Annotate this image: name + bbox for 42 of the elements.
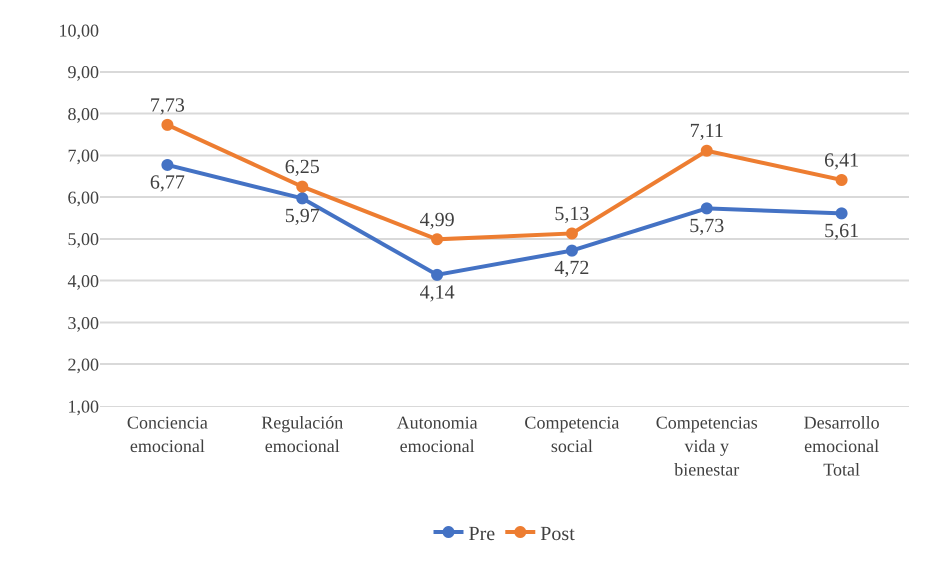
point (161, 118, 174, 131)
data-label: 5,61 (824, 220, 860, 242)
data-label: 6,77 (150, 171, 185, 194)
data-label: 4,99 (420, 208, 455, 231)
y-tick-label: 6,00 (68, 187, 99, 208)
point (161, 158, 174, 171)
legend-label: Post (540, 522, 576, 545)
x-tick-label: Conciencia emocional (126, 412, 208, 456)
data-label: 5,13 (554, 202, 590, 225)
point (836, 207, 848, 220)
point (296, 192, 308, 204)
x-tick-label: Autonomia emocional (396, 412, 478, 456)
y-tick-label: 3,00 (68, 312, 99, 333)
data-label: 5,97 (284, 204, 320, 227)
data-label: 6,41 (824, 149, 860, 172)
y-tick-label: 7,00 (68, 146, 99, 166)
point (700, 202, 713, 214)
y-tick-label: 5,00 (68, 229, 99, 250)
point (296, 180, 308, 193)
x-tick-label: Regulación emocional (261, 412, 344, 456)
x-tick-label: Competencia social (524, 412, 620, 456)
point (700, 144, 713, 157)
data-label: 6,25 (284, 156, 320, 178)
x-tick-label: Competencias vida y bienestar (656, 412, 758, 480)
x-tick-label: Desarrollo emocional Total (804, 412, 880, 480)
data-label: 7,11 (690, 120, 724, 142)
y-tick-label: 10,00 (58, 20, 99, 40)
point (431, 268, 444, 281)
y-tick-label: 2,00 (68, 354, 99, 375)
legend-label: Pre (468, 522, 496, 545)
point (566, 244, 578, 257)
point (836, 174, 848, 186)
data-label: 5,73 (689, 214, 724, 237)
point (566, 227, 578, 240)
data-label: 4,72 (554, 257, 590, 280)
data-label: 7,73 (150, 94, 185, 116)
y-tick-label: 9,00 (68, 62, 99, 82)
point (431, 233, 444, 246)
data-label: 4,14 (420, 281, 455, 304)
y-tick-label: 4,00 (68, 270, 99, 291)
y-tick-label: 1,00 (68, 396, 99, 416)
y-tick-label: 8,00 (68, 104, 99, 124)
